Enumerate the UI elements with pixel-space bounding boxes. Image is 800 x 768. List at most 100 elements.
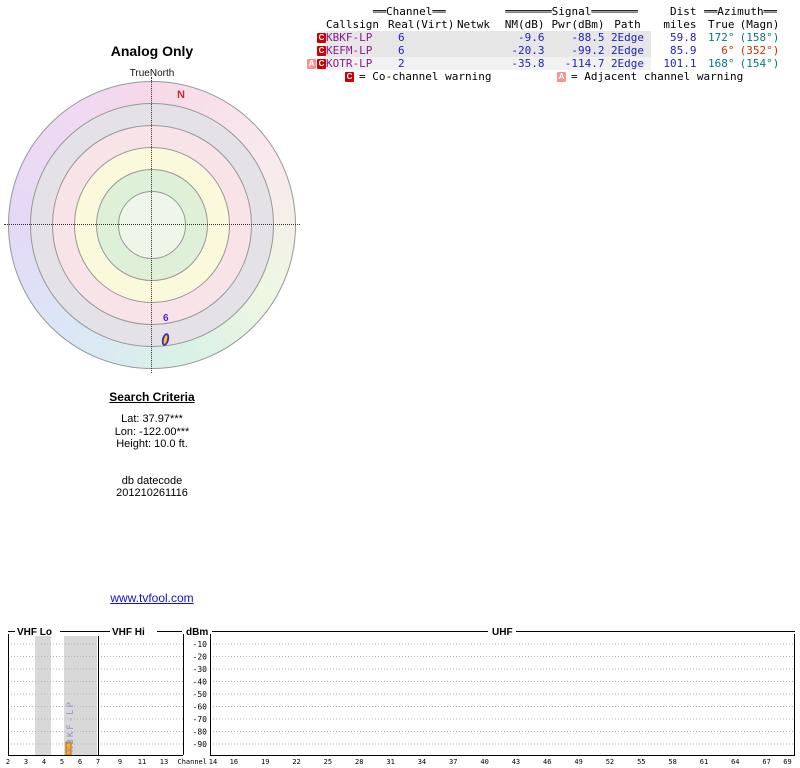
svg-text:22: 22: [292, 758, 300, 766]
virt-cell: [414, 44, 455, 57]
svg-text:31: 31: [386, 758, 394, 766]
svg-text:34: 34: [418, 758, 426, 766]
true-az-cell: 168°: [708, 57, 735, 70]
vhf-hi-label: VHF Hi: [112, 627, 145, 638]
real-channel-cell: 2: [388, 57, 415, 70]
callsign-cell: KEFM-LP: [326, 44, 388, 57]
svg-text:40: 40: [480, 758, 488, 766]
channel-axis-label: Channel: [177, 758, 207, 766]
uhf-label: UHF: [492, 627, 513, 638]
dist-group-header: Dist: [670, 5, 697, 18]
col-path: Path: [614, 18, 641, 31]
vhf-lo-label: VHF Lo: [17, 627, 52, 638]
col-pwrdbm: Pwr(dBm): [551, 18, 605, 31]
adjacent-channel-legend-text: = Adjacent channel warning: [571, 70, 744, 83]
svg-text:KBKF-LP: KBKF-LP: [66, 700, 76, 752]
svg-text:58: 58: [668, 758, 676, 766]
real-channel-cell: 6: [388, 44, 415, 57]
svg-text:64: 64: [731, 758, 739, 766]
svg-text:55: 55: [637, 758, 645, 766]
spectrum-chart: VHF Lo VHF Hi dBm UHF Channel -10 -20 -30 -…: [6, 627, 795, 766]
search-criteria: Search Criteria Lat: 37.97*** Lon: -122.…: [0, 390, 304, 500]
pwr-cell: -114.7: [544, 57, 605, 70]
adjacent-channel-warning-icon: A: [557, 71, 566, 82]
adjacent-channel-warning-icon: A: [307, 59, 316, 69]
nmdb-cell: -20.3: [492, 44, 545, 57]
callsign-cell: KOTR-LP: [326, 57, 388, 70]
tvfool-link[interactable]: www.tvfool.com: [110, 591, 194, 605]
svg-text:37: 37: [449, 758, 457, 766]
adjacent-channel-legend: A = Adjacent channel warning: [556, 70, 743, 83]
signal-table: ══Channel══ ═══════Signal═══════ Dist ══…: [306, 5, 785, 70]
svg-text:16: 16: [230, 758, 238, 766]
magn-az-cell: (158°): [739, 31, 780, 44]
miles-cell: 101.1: [663, 57, 697, 70]
table-group-header-row: ══Channel══ ═══════Signal═══════ Dist ══…: [306, 5, 785, 18]
table-column-header-row: Callsign Real (Virt) Netwk NM(dB) Pwr(dB…: [306, 18, 785, 31]
virt-cell: [414, 31, 455, 44]
miles-cell: 85.9: [670, 44, 697, 57]
svg-text:19: 19: [261, 758, 269, 766]
svg-text:4: 4: [42, 758, 46, 766]
svg-text:9: 9: [118, 758, 122, 766]
crosshair-vertical: [151, 77, 152, 373]
svg-text:-60: -60: [193, 703, 208, 712]
svg-text:-80: -80: [193, 728, 208, 737]
svg-text:28: 28: [355, 758, 363, 766]
svg-text:-40: -40: [193, 678, 208, 687]
netwk-cell: [454, 57, 493, 70]
svg-text:13: 13: [160, 758, 168, 766]
true-az-cell: 6°: [721, 44, 735, 57]
co-channel-warning-icon: C: [317, 59, 326, 69]
longitude-line: Lon: -122.00***: [114, 425, 190, 438]
svg-text:67: 67: [762, 758, 770, 766]
polar-coverage-plot: N 6: [4, 77, 300, 373]
co-channel-warning-icon: C: [317, 33, 326, 43]
spacer: [0, 451, 304, 475]
netwk-cell: [454, 44, 493, 57]
db-datecode-value: 201210261116: [116, 487, 188, 499]
true-az-cell: 172°: [708, 31, 735, 44]
height-line: Height: 10.0 ft.: [116, 438, 188, 450]
svg-text:14: 14: [209, 758, 217, 766]
svg-text:52: 52: [606, 758, 614, 766]
true-north-label: TrueNorth: [129, 68, 175, 79]
db-datecode-label: db datecode: [121, 474, 183, 487]
svg-text:5: 5: [60, 758, 64, 766]
co-channel-warning-icon: C: [345, 71, 354, 82]
svg-text:25: 25: [324, 758, 332, 766]
svg-text:11: 11: [138, 758, 146, 766]
pwr-cell: -88.5: [544, 31, 605, 44]
svg-text:-30: -30: [193, 665, 208, 674]
magn-az-cell: (154°): [739, 57, 780, 70]
miles-cell: 59.8: [670, 31, 697, 44]
path-cell: 2Edge: [604, 44, 651, 57]
col-real: Real: [388, 18, 415, 31]
col-virt: (Virt): [414, 18, 455, 31]
svg-text:3: 3: [24, 758, 28, 766]
crosshair-horizontal: [4, 224, 300, 225]
virt-cell: [414, 57, 455, 70]
svg-text:61: 61: [700, 758, 708, 766]
nmdb-cell: -35.8: [492, 57, 545, 70]
svg-text:-70: -70: [193, 715, 208, 724]
svg-text:43: 43: [512, 758, 520, 766]
svg-text:7: 7: [96, 758, 100, 766]
path-cell: 2Edge: [604, 31, 651, 44]
svg-text:46: 46: [543, 758, 551, 766]
svg-text:6: 6: [78, 758, 82, 766]
table-row: C KEFM-LP 6 -20.3 -99.2 2Edge 85.9 6° (3…: [306, 44, 785, 57]
table-row: C KBKF-LP 6 -9.6 -88.5 2Edge 59.8 172° (…: [306, 31, 785, 44]
callsign-cell: KBKF-LP: [326, 31, 388, 44]
signal-group-header: ═══════Signal═══════: [505, 5, 638, 18]
search-criteria-heading: Search Criteria: [109, 390, 195, 404]
svg-text:-50: -50: [193, 690, 208, 699]
co-channel-warning-icon: C: [317, 46, 326, 56]
svg-text:49: 49: [574, 758, 582, 766]
col-netwk: Netwk: [456, 18, 491, 31]
svg-text:69: 69: [783, 758, 791, 766]
svg-text:-90: -90: [193, 740, 208, 749]
svg-text:2: 2: [6, 758, 10, 766]
col-true: True: [708, 18, 735, 31]
